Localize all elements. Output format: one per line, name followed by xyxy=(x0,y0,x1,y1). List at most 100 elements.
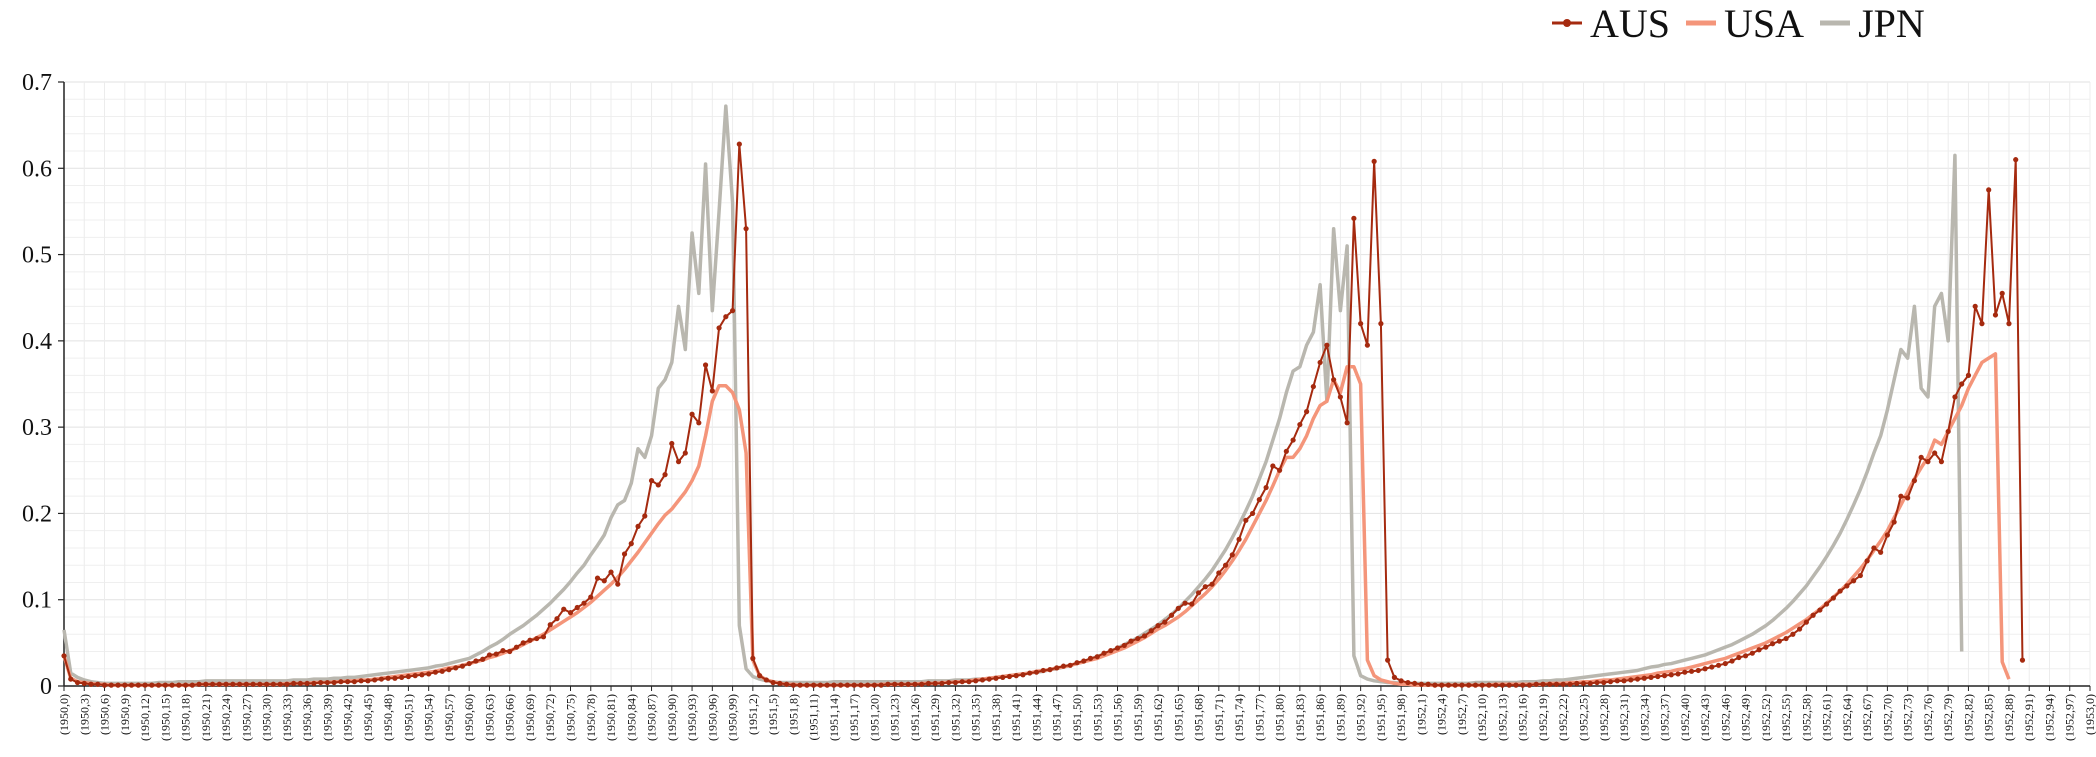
y-tick-label: 0.3 xyxy=(22,415,52,441)
data-point-aus xyxy=(480,656,486,662)
data-point-aus xyxy=(446,667,452,673)
x-tick-label: (1950,75) xyxy=(564,694,578,741)
legend-swatch-jpn xyxy=(1820,20,1851,26)
x-tick-label: (1950,60) xyxy=(462,694,476,741)
x-tick-label: (1951,26) xyxy=(908,694,922,741)
data-point-aus xyxy=(1844,583,1850,589)
legend-item-aus: AUS xyxy=(1550,0,1670,47)
x-tick-label: (1951,98) xyxy=(1394,694,1408,741)
data-point-aus xyxy=(1938,459,1945,465)
x-tick-label: (1951,50) xyxy=(1070,694,1084,741)
x-tick-label: (1952,79) xyxy=(1941,694,1955,741)
x-tick-label: (1950,12) xyxy=(138,694,152,741)
data-point-aus xyxy=(189,682,195,688)
data-point-aus xyxy=(1682,669,1688,675)
data-point-aus xyxy=(1911,478,1918,484)
data-point-aus xyxy=(1263,484,1269,491)
data-point-aus xyxy=(1520,682,1526,688)
x-tick-label: (1951,65) xyxy=(1171,694,1185,741)
x-tick-label: (1950,66) xyxy=(503,694,517,741)
data-point-aus xyxy=(1540,681,1546,687)
data-point-aus xyxy=(149,682,155,688)
data-point-aus xyxy=(669,440,675,447)
data-point-aus xyxy=(1331,377,1337,383)
data-point-aus xyxy=(702,362,709,368)
data-point-aus xyxy=(1837,588,1843,594)
data-point-aus xyxy=(642,513,648,519)
data-point-aus xyxy=(1006,673,1013,680)
data-point-aus xyxy=(547,622,553,628)
data-point-aus xyxy=(1236,536,1242,542)
data-point-aus xyxy=(1607,679,1614,685)
data-point-aus xyxy=(892,681,898,687)
data-point-aus xyxy=(1243,517,1249,523)
data-point-aus xyxy=(1432,682,1438,688)
data-point-aus xyxy=(1047,667,1053,673)
x-tick-label: (1951,86) xyxy=(1313,694,1327,741)
data-point-aus xyxy=(331,679,337,686)
data-point-aus xyxy=(1493,682,1499,688)
x-tick-label: (1950,78) xyxy=(584,694,598,741)
x-tick-label: (1950,72) xyxy=(543,694,557,741)
data-point-aus xyxy=(1742,653,1749,659)
data-point-aus xyxy=(1695,667,1701,674)
data-point-aus xyxy=(1466,682,1472,688)
data-point-aus xyxy=(932,680,938,687)
data-point-aus xyxy=(770,679,776,686)
data-point-aus xyxy=(1412,680,1418,687)
x-tick-label: (1952,55) xyxy=(1779,694,1793,741)
data-point-aus xyxy=(1979,321,1985,327)
x-tick-label: (1952,25) xyxy=(1577,694,1591,741)
data-point-aus xyxy=(223,681,229,687)
data-point-aus xyxy=(1108,648,1114,654)
data-point-aus xyxy=(81,680,87,687)
data-point-aus xyxy=(115,682,121,688)
data-point-aus xyxy=(939,680,945,687)
data-point-aus xyxy=(1182,600,1188,606)
data-point-aus xyxy=(493,651,499,657)
data-point-aus xyxy=(1209,581,1215,587)
data-point-aus xyxy=(1769,641,1776,647)
data-point-aus xyxy=(574,604,580,611)
data-point-aus xyxy=(1358,321,1364,327)
data-point-aus xyxy=(1756,647,1762,653)
y-tick-label: 0.4 xyxy=(22,329,52,355)
data-point-aus xyxy=(1776,638,1782,644)
x-tick-label: (1952,28) xyxy=(1597,694,1611,741)
data-point-aus xyxy=(1344,420,1350,426)
data-point-aus xyxy=(1871,545,1877,551)
data-point-aus xyxy=(1864,558,1870,564)
data-point-aus xyxy=(1803,619,1809,625)
data-point-aus xyxy=(169,682,175,688)
data-point-aus xyxy=(1986,187,1992,193)
data-point-aus xyxy=(1898,493,1904,499)
data-point-aus xyxy=(1371,158,1377,164)
data-point-aus xyxy=(858,682,864,688)
data-point-aus xyxy=(2013,157,2019,163)
data-point-aus xyxy=(1972,303,1978,309)
data-point-aus xyxy=(1959,381,1965,387)
legend-item-jpn: JPN xyxy=(1818,0,1925,47)
x-tick-label: (1951,5) xyxy=(766,694,780,735)
data-point-aus xyxy=(716,325,722,331)
data-point-aus xyxy=(1884,532,1890,538)
data-point-aus xyxy=(61,653,67,659)
data-point-aus xyxy=(155,682,162,688)
data-point-aus xyxy=(399,674,405,680)
legend-swatch-aus xyxy=(1552,19,1582,27)
data-point-aus xyxy=(1648,674,1654,680)
data-point-aus xyxy=(865,682,871,688)
data-point-aus xyxy=(1155,623,1161,629)
data-point-aus xyxy=(635,523,641,529)
data-point-aus xyxy=(236,681,243,687)
x-tick-label: (1952,70) xyxy=(1880,694,1894,741)
data-point-aus xyxy=(1999,290,2005,296)
data-point-aus xyxy=(1141,633,1148,639)
data-point-aus xyxy=(1817,607,1823,613)
data-point-aus xyxy=(230,681,236,687)
data-point-aus xyxy=(1702,666,1708,672)
legend-label-usa: USA xyxy=(1724,0,1805,46)
data-point-aus xyxy=(243,681,249,687)
data-point-aus xyxy=(844,682,850,688)
x-tick-label: (1950,0) xyxy=(57,694,71,735)
